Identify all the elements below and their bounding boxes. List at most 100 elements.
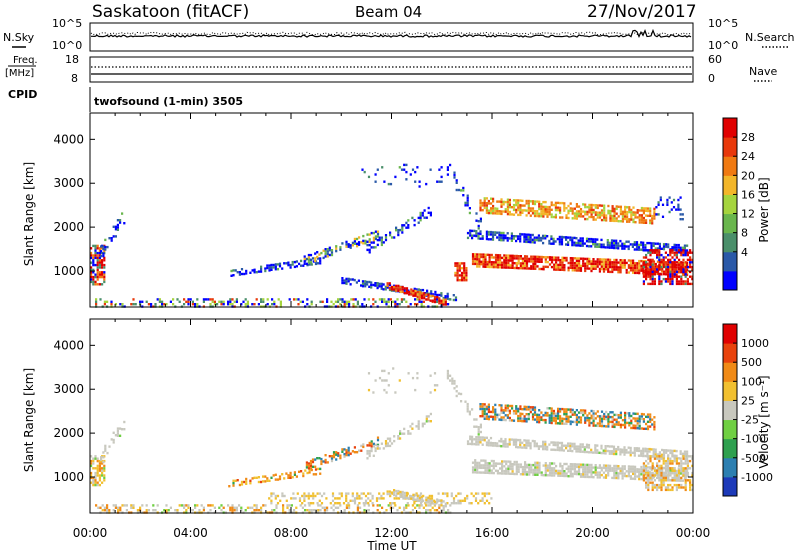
echo-cell xyxy=(613,217,616,220)
echo-cell xyxy=(537,234,540,237)
echo-cell xyxy=(561,469,564,473)
echo-cell xyxy=(351,499,354,502)
echo-cell xyxy=(507,254,510,257)
echo-cell xyxy=(638,417,641,421)
echo-cell xyxy=(515,239,518,243)
echo-cell xyxy=(571,442,574,446)
echo-cell xyxy=(556,237,559,241)
echo-cell xyxy=(611,268,614,271)
echo-cell xyxy=(558,449,561,452)
echo-cell xyxy=(578,210,581,213)
echo-cell xyxy=(651,280,654,283)
echo-cell xyxy=(319,259,322,263)
echo-cell xyxy=(642,256,645,259)
echo-cell xyxy=(645,422,648,426)
echo-cell xyxy=(596,243,599,246)
echo-cell xyxy=(645,415,648,418)
echo-cell xyxy=(257,509,260,512)
echo-cell xyxy=(501,256,504,260)
echo-cell xyxy=(506,198,509,201)
echo-cell xyxy=(494,418,497,421)
freq-label: Freq. xyxy=(13,55,38,66)
echo-cell xyxy=(664,256,667,259)
echo-cell xyxy=(240,483,244,486)
echo-cell xyxy=(395,229,398,232)
echo-cell xyxy=(485,443,488,447)
echo-cell xyxy=(500,409,503,412)
echo-cell xyxy=(96,275,99,279)
echo-cell xyxy=(594,466,597,469)
echo-cell xyxy=(479,426,482,429)
echo-cell xyxy=(521,446,524,449)
echo-cell xyxy=(508,409,511,412)
echo-cell xyxy=(607,474,610,477)
echo-cell xyxy=(684,459,687,463)
echo-cell xyxy=(645,467,648,470)
echo-cell xyxy=(660,280,663,283)
echo-cell xyxy=(533,212,537,215)
echo-cell xyxy=(607,418,610,421)
echo-cell xyxy=(579,208,583,211)
echo-cell xyxy=(305,257,308,261)
echo-cell xyxy=(183,298,186,301)
echo-cell xyxy=(101,471,104,475)
echo-cell xyxy=(565,444,568,447)
echo-cell xyxy=(370,449,373,453)
echo-cell xyxy=(671,462,674,465)
echo-cell xyxy=(582,215,585,218)
echo-cell xyxy=(648,241,651,245)
echo-cell xyxy=(94,471,97,475)
echo-cell xyxy=(446,502,449,505)
echo-cell xyxy=(509,460,512,463)
echo-cell xyxy=(272,263,275,267)
echo-cell xyxy=(555,256,558,259)
echo-cell xyxy=(116,429,119,433)
echo-cell xyxy=(684,253,687,257)
echo-cell xyxy=(454,271,457,275)
echo-cell xyxy=(559,211,562,214)
echo-cell xyxy=(600,218,604,222)
echo-cell xyxy=(667,486,670,489)
echo-cell xyxy=(651,217,654,220)
echo-cell xyxy=(567,470,570,473)
echo-cell xyxy=(642,263,645,266)
echo-cell xyxy=(617,474,620,477)
echo-cell xyxy=(558,446,561,449)
echo-cell xyxy=(567,465,570,468)
echo-cell xyxy=(347,446,350,450)
echo-cell xyxy=(588,215,591,219)
echo-cell xyxy=(527,207,530,210)
echo-cell xyxy=(364,285,367,288)
echo-cell xyxy=(649,459,652,463)
echo-cell xyxy=(617,261,620,264)
echo-cell xyxy=(478,258,481,261)
echo-cell xyxy=(513,254,516,258)
echo-cell xyxy=(382,497,385,500)
echo-cell xyxy=(582,463,585,466)
echo-cell xyxy=(561,467,564,470)
echo-cell xyxy=(567,236,570,239)
echo-cell xyxy=(119,434,122,437)
echo-cell xyxy=(610,241,614,245)
echo-cell xyxy=(645,261,648,264)
echo-cell xyxy=(92,481,95,484)
echo-cell xyxy=(381,166,384,169)
echo-cell xyxy=(249,271,252,274)
echo-cell xyxy=(675,486,678,489)
echo-cell xyxy=(586,416,589,420)
echo-cell xyxy=(419,288,422,292)
echo-cell xyxy=(444,502,447,505)
echo-cell xyxy=(475,443,478,446)
echo-cell xyxy=(651,282,654,286)
echo-cell xyxy=(262,300,265,303)
echo-cell xyxy=(680,462,683,465)
echo-cell xyxy=(561,417,564,420)
echo-cell xyxy=(581,237,584,240)
echo-cell xyxy=(484,466,487,470)
echo-cell xyxy=(559,472,562,475)
echo-cell xyxy=(670,208,673,211)
echo-cell xyxy=(548,205,551,209)
echo-cell xyxy=(474,499,478,502)
